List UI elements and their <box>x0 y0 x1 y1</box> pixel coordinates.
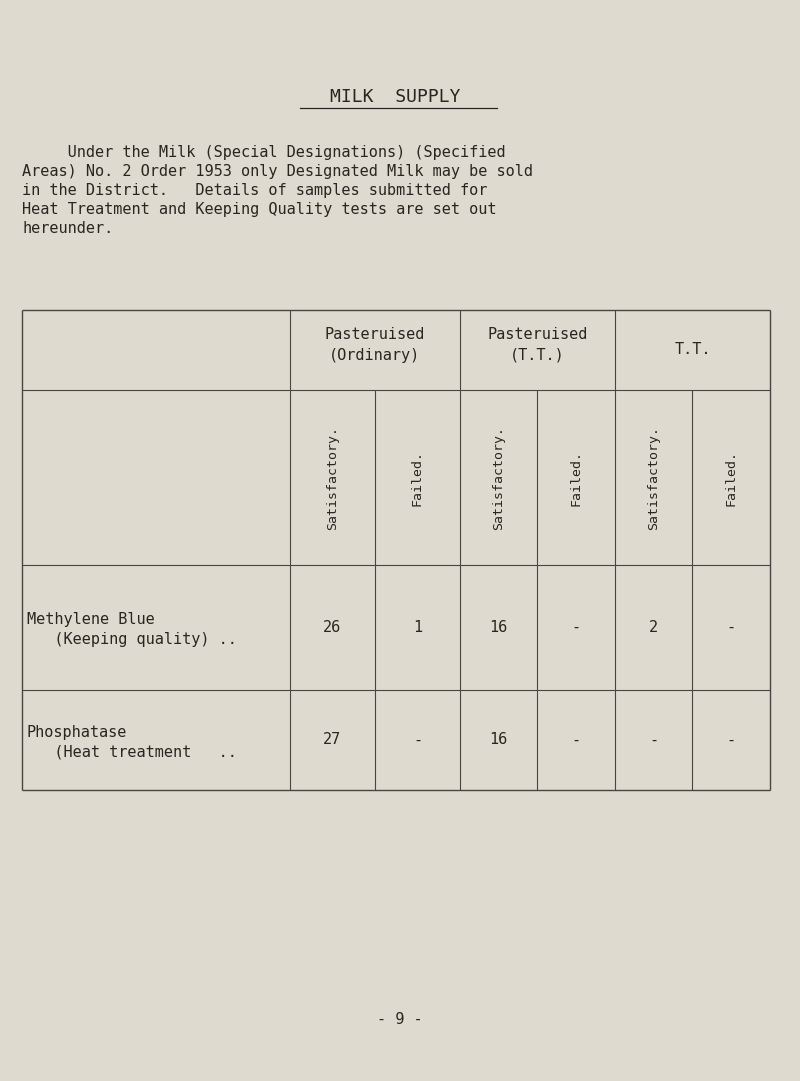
Text: -: - <box>571 733 581 747</box>
Text: -: - <box>571 620 581 635</box>
Text: -: - <box>726 620 735 635</box>
Text: - 9 -: - 9 - <box>377 1013 423 1028</box>
Text: Failed.: Failed. <box>725 450 738 506</box>
Text: T.T.: T.T. <box>674 343 710 358</box>
Text: MILK  SUPPLY: MILK SUPPLY <box>330 88 460 106</box>
Text: (Heat treatment   ..: (Heat treatment .. <box>27 745 237 760</box>
Text: in the District.   Details of samples submitted for: in the District. Details of samples subm… <box>22 183 487 198</box>
Text: Under the Milk (Special Designations) (Specified: Under the Milk (Special Designations) (S… <box>22 145 506 160</box>
Text: -: - <box>649 733 658 747</box>
Text: -: - <box>413 733 422 747</box>
Text: 2: 2 <box>649 620 658 635</box>
Text: -: - <box>726 733 735 747</box>
Text: Satisfactory.: Satisfactory. <box>326 426 339 530</box>
Text: Satisfactory.: Satisfactory. <box>647 426 660 530</box>
Text: 1: 1 <box>413 620 422 635</box>
Text: (Keeping quality) ..: (Keeping quality) .. <box>27 632 237 648</box>
Text: 27: 27 <box>323 733 342 747</box>
Text: Pasteruised
(Ordinary): Pasteruised (Ordinary) <box>325 326 425 363</box>
Text: 26: 26 <box>323 620 342 635</box>
Text: Pasteruised
(T.T.): Pasteruised (T.T.) <box>487 326 588 363</box>
Text: Methylene Blue: Methylene Blue <box>27 612 154 627</box>
Text: Heat Treatment and Keeping Quality tests are set out: Heat Treatment and Keeping Quality tests… <box>22 202 497 217</box>
Text: Areas) No. 2 Order 1953 only Designated Milk may be sold: Areas) No. 2 Order 1953 only Designated … <box>22 164 533 179</box>
Text: Failed.: Failed. <box>411 450 424 506</box>
Text: hereunder.: hereunder. <box>22 221 114 236</box>
Text: 16: 16 <box>490 733 508 747</box>
Text: 16: 16 <box>490 620 508 635</box>
Text: Phosphatase: Phosphatase <box>27 724 127 739</box>
Text: Failed.: Failed. <box>570 450 582 506</box>
Text: Satisfactory.: Satisfactory. <box>492 426 505 530</box>
